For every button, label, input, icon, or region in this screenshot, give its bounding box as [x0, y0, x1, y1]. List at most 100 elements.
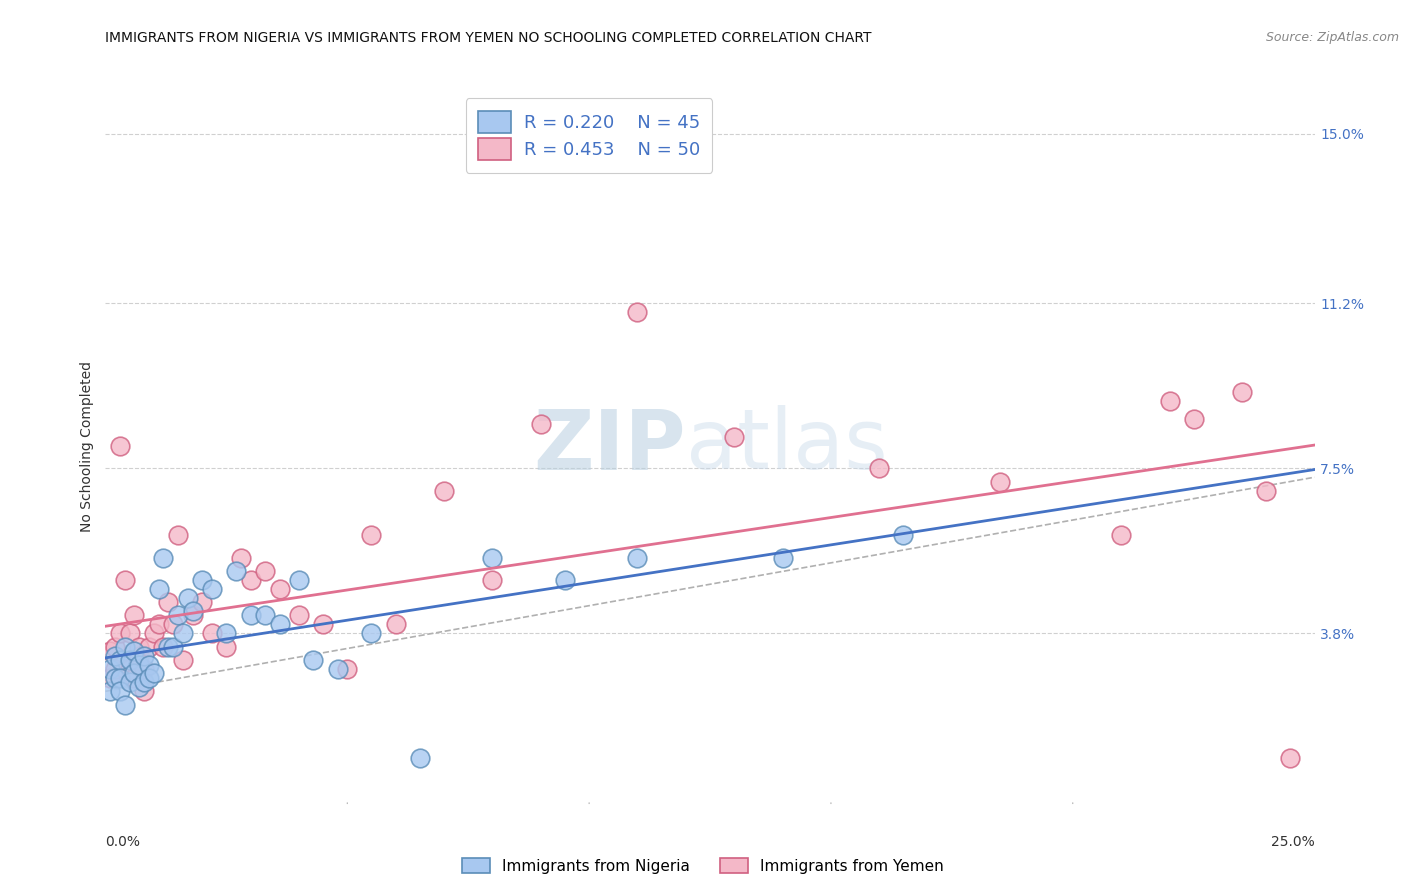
- Y-axis label: No Schooling Completed: No Schooling Completed: [80, 360, 94, 532]
- Point: [772, 550, 794, 565]
- Point: [148, 582, 170, 596]
- Point: [181, 604, 204, 618]
- Point: [215, 640, 238, 654]
- Point: [1230, 385, 1253, 400]
- Point: [162, 640, 184, 654]
- Point: [118, 626, 141, 640]
- Point: [134, 675, 156, 690]
- Point: [481, 573, 503, 587]
- Point: [104, 662, 127, 676]
- Point: [201, 626, 224, 640]
- Legend: Immigrants from Nigeria, Immigrants from Yemen: Immigrants from Nigeria, Immigrants from…: [456, 852, 950, 880]
- Text: IMMIGRANTS FROM NIGERIA VS IMMIGRANTS FROM YEMEN NO SCHOOLING COMPLETED CORRELAT: IMMIGRANTS FROM NIGERIA VS IMMIGRANTS FR…: [105, 31, 872, 45]
- Point: [326, 662, 349, 676]
- Point: [118, 653, 141, 667]
- Text: atlas: atlas: [686, 406, 887, 486]
- Point: [108, 439, 131, 453]
- Legend: R = 0.220    N = 45, R = 0.453    N = 50: R = 0.220 N = 45, R = 0.453 N = 50: [465, 98, 713, 173]
- Point: [181, 608, 204, 623]
- Point: [384, 617, 406, 632]
- Point: [104, 640, 127, 654]
- Point: [288, 573, 311, 587]
- Point: [114, 640, 136, 654]
- Point: [124, 644, 146, 658]
- Point: [167, 608, 190, 623]
- Point: [167, 528, 190, 542]
- Point: [124, 608, 146, 623]
- Point: [554, 573, 576, 587]
- Point: [176, 591, 198, 605]
- Point: [893, 528, 915, 542]
- Point: [138, 640, 160, 654]
- Point: [530, 417, 553, 431]
- Point: [269, 582, 291, 596]
- Text: ZIP: ZIP: [533, 406, 686, 486]
- Point: [868, 461, 890, 475]
- Point: [254, 564, 277, 578]
- Point: [98, 662, 121, 676]
- Point: [114, 573, 136, 587]
- Point: [201, 582, 224, 596]
- Point: [172, 626, 194, 640]
- Point: [215, 626, 238, 640]
- Point: [1279, 751, 1302, 765]
- Point: [124, 666, 146, 681]
- Point: [114, 662, 136, 676]
- Point: [225, 564, 247, 578]
- Point: [108, 684, 131, 698]
- Text: Source: ZipAtlas.com: Source: ZipAtlas.com: [1265, 31, 1399, 45]
- Point: [128, 640, 150, 654]
- Point: [988, 475, 1011, 489]
- Point: [104, 671, 127, 685]
- Point: [138, 671, 160, 685]
- Point: [1182, 412, 1205, 426]
- Point: [142, 666, 165, 681]
- Point: [128, 680, 150, 694]
- Point: [108, 671, 131, 685]
- Point: [336, 662, 359, 676]
- Point: [269, 617, 291, 632]
- Point: [162, 617, 184, 632]
- Point: [229, 550, 252, 565]
- Point: [138, 657, 160, 672]
- Point: [152, 640, 174, 654]
- Point: [98, 671, 121, 685]
- Point: [134, 684, 156, 698]
- Point: [108, 626, 131, 640]
- Point: [626, 305, 648, 319]
- Point: [360, 528, 382, 542]
- Point: [239, 608, 262, 623]
- Point: [312, 617, 335, 632]
- Point: [626, 550, 648, 565]
- Point: [723, 430, 745, 444]
- Point: [128, 648, 150, 663]
- Point: [302, 653, 325, 667]
- Point: [98, 684, 121, 698]
- Point: [148, 617, 170, 632]
- Point: [1256, 483, 1278, 498]
- Point: [157, 640, 180, 654]
- Point: [118, 662, 141, 676]
- Point: [288, 608, 311, 623]
- Point: [1159, 394, 1181, 409]
- Point: [124, 671, 146, 685]
- Point: [157, 595, 180, 609]
- Point: [360, 626, 382, 640]
- Point: [254, 608, 277, 623]
- Point: [134, 662, 156, 676]
- Point: [104, 648, 127, 663]
- Point: [152, 550, 174, 565]
- Point: [481, 550, 503, 565]
- Point: [409, 751, 432, 765]
- Point: [114, 698, 136, 712]
- Text: 25.0%: 25.0%: [1271, 835, 1315, 849]
- Point: [98, 644, 121, 658]
- Point: [191, 573, 214, 587]
- Point: [108, 653, 131, 667]
- Point: [433, 483, 456, 498]
- Text: 0.0%: 0.0%: [105, 835, 141, 849]
- Point: [191, 595, 214, 609]
- Point: [1109, 528, 1132, 542]
- Point: [142, 626, 165, 640]
- Point: [128, 657, 150, 672]
